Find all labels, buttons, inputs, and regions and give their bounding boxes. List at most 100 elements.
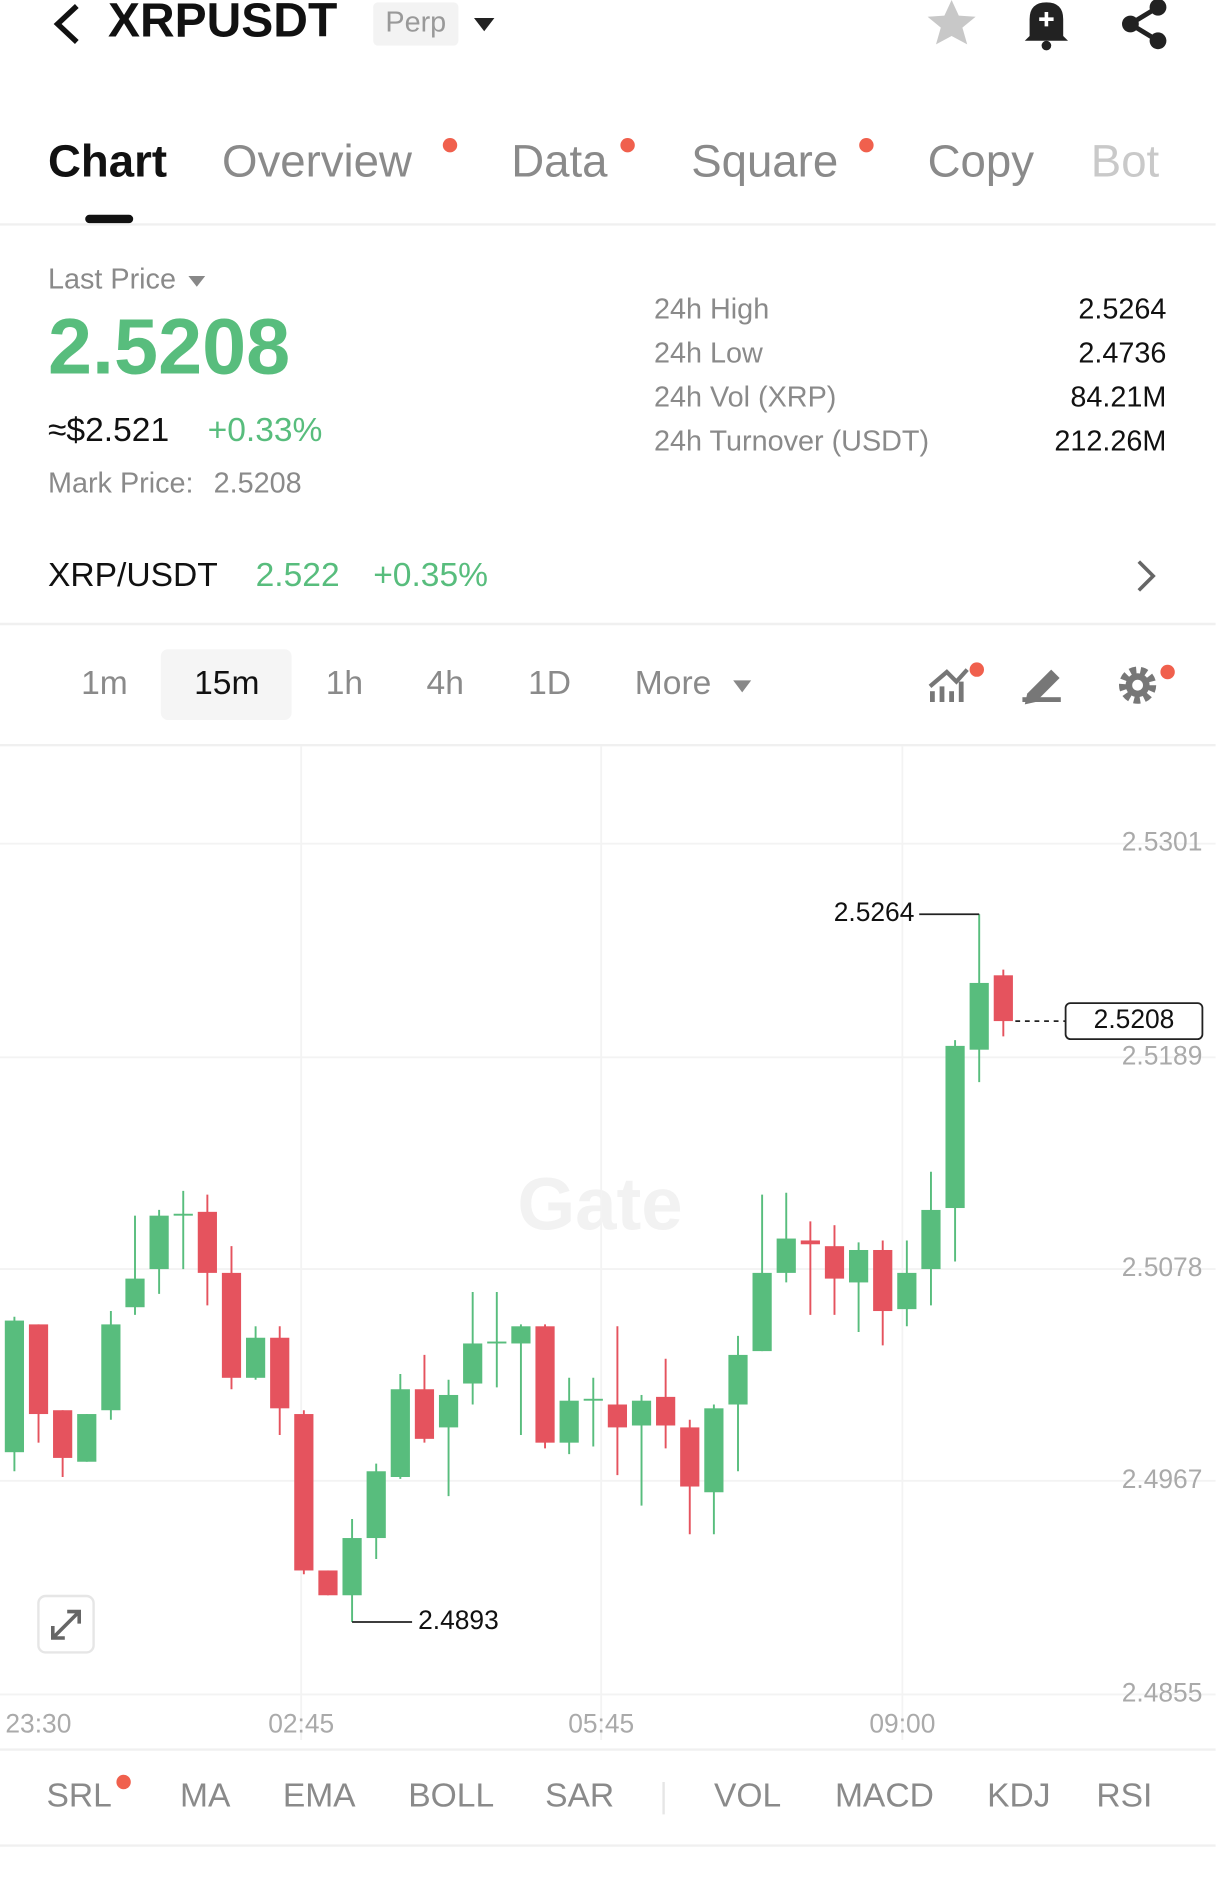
price-change: +0.33%	[208, 412, 323, 449]
indicator[interactable]: MACD	[835, 1777, 934, 1814]
tab[interactable]: Bot	[1091, 135, 1160, 186]
tab[interactable]: Data	[511, 135, 608, 186]
interval[interactable]: More	[635, 665, 712, 702]
interval[interactable]: 1D	[528, 665, 571, 702]
candle-body	[270, 1337, 290, 1409]
candle-body	[704, 1408, 724, 1493]
candle-body	[535, 1326, 555, 1443]
indicator[interactable]: VOL	[714, 1777, 781, 1814]
tab-dot	[859, 137, 874, 153]
candle-body	[318, 1570, 338, 1596]
spot-price: 2.522	[256, 557, 340, 594]
indicator[interactable]: MA	[180, 1777, 231, 1814]
candle-body	[221, 1272, 242, 1378]
candle-body	[776, 1238, 796, 1273]
candle-body	[101, 1324, 121, 1411]
interval[interactable]: 4h	[427, 665, 464, 702]
interval[interactable]: 1h	[326, 665, 363, 702]
candle-body	[246, 1337, 266, 1378]
candle-body	[873, 1249, 893, 1312]
interval[interactable]: 1m	[81, 665, 128, 702]
candle-body	[173, 1213, 193, 1216]
candle-body	[390, 1389, 410, 1477]
last-price-tag: 2.5208	[1094, 1004, 1175, 1034]
candle-body	[487, 1341, 507, 1344]
usd-price: ≈$2.521	[48, 412, 169, 449]
candle-body	[28, 1324, 49, 1415]
share-icon[interactable]	[1122, 0, 1167, 50]
stat-label: 24h Low	[654, 337, 763, 369]
last-price: 2.5208	[48, 302, 290, 391]
tab[interactable]: Overview	[222, 135, 413, 186]
candle-body	[849, 1249, 869, 1283]
spot-pair[interactable]: XRP/USDT	[48, 557, 218, 594]
candle-body	[945, 1045, 965, 1209]
y-tick-label: 2.4855	[1122, 1677, 1203, 1707]
back-button[interactable]	[53, 4, 79, 44]
expand-button[interactable]	[37, 1594, 95, 1654]
settings-icon[interactable]	[1119, 664, 1175, 704]
indicator-icon[interactable]	[928, 662, 985, 702]
candle-body	[559, 1400, 579, 1443]
candle-body	[463, 1343, 483, 1384]
candle-body	[921, 1209, 941, 1270]
spot-chevron[interactable]	[1137, 560, 1156, 592]
candle-body	[197, 1211, 217, 1273]
candle-body	[897, 1272, 917, 1310]
stat-value: 2.4736	[1078, 337, 1166, 369]
high-label: 2.5264	[834, 897, 915, 927]
candle-body	[511, 1326, 531, 1344]
mark-price: 2.5208	[214, 467, 302, 499]
interval[interactable]: 15m	[194, 665, 259, 702]
candle-body	[53, 1410, 73, 1458]
symbol: XRPUSDT	[108, 0, 337, 48]
symbol-dropdown[interactable]	[474, 17, 495, 32]
candle-body	[4, 1320, 25, 1453]
badge: Perp	[385, 7, 446, 39]
x-tick-label: 23:30	[5, 1709, 71, 1739]
price-type-dropdown[interactable]	[188, 275, 206, 287]
draw-icon[interactable]	[1022, 669, 1061, 705]
tab-underline	[85, 214, 134, 224]
candle-body	[77, 1414, 97, 1462]
tab[interactable]: Chart	[48, 135, 167, 186]
indicator-dot	[116, 1774, 131, 1790]
candle-body	[583, 1398, 603, 1401]
candle-body	[149, 1215, 169, 1270]
y-tick-label: 2.5189	[1122, 1040, 1203, 1070]
tab[interactable]: Copy	[928, 135, 1035, 186]
candle-body	[631, 1400, 652, 1426]
candle-body	[414, 1389, 435, 1439]
candle-body	[680, 1427, 700, 1487]
tab-dot	[620, 137, 635, 153]
watermark: Gate	[517, 1162, 682, 1245]
indicator[interactable]: BOLL	[408, 1777, 494, 1814]
favorite-icon[interactable]	[927, 0, 976, 45]
candle-body	[607, 1404, 628, 1428]
more-dropdown[interactable]	[733, 680, 752, 693]
candle-body	[969, 982, 989, 1050]
indicator[interactable]: EMA	[283, 1777, 356, 1814]
stat-value: 2.5264	[1078, 293, 1166, 325]
candle-body	[824, 1246, 845, 1279]
stat-value: 212.26M	[1054, 426, 1166, 458]
y-tick-label: 2.5078	[1122, 1252, 1203, 1282]
tab[interactable]: Square	[691, 135, 838, 186]
candle-body	[800, 1240, 820, 1245]
alert-icon[interactable]	[1024, 2, 1069, 51]
candle-body	[656, 1396, 676, 1426]
stat-label: 24h Vol (XRP)	[654, 381, 836, 413]
indicator[interactable]: KDJ	[987, 1777, 1050, 1814]
indicator[interactable]: SAR	[545, 1777, 614, 1814]
x-tick-label: 09:00	[869, 1709, 935, 1739]
indicator[interactable]: SRL	[47, 1777, 112, 1814]
x-tick-label: 05:45	[568, 1709, 634, 1739]
candle-body	[366, 1471, 386, 1539]
stat-label: 24h High	[654, 293, 769, 325]
candle-body	[728, 1354, 748, 1405]
candle-body	[752, 1272, 772, 1352]
candle-body	[993, 975, 1013, 1022]
indicator[interactable]: RSI	[1096, 1777, 1152, 1814]
